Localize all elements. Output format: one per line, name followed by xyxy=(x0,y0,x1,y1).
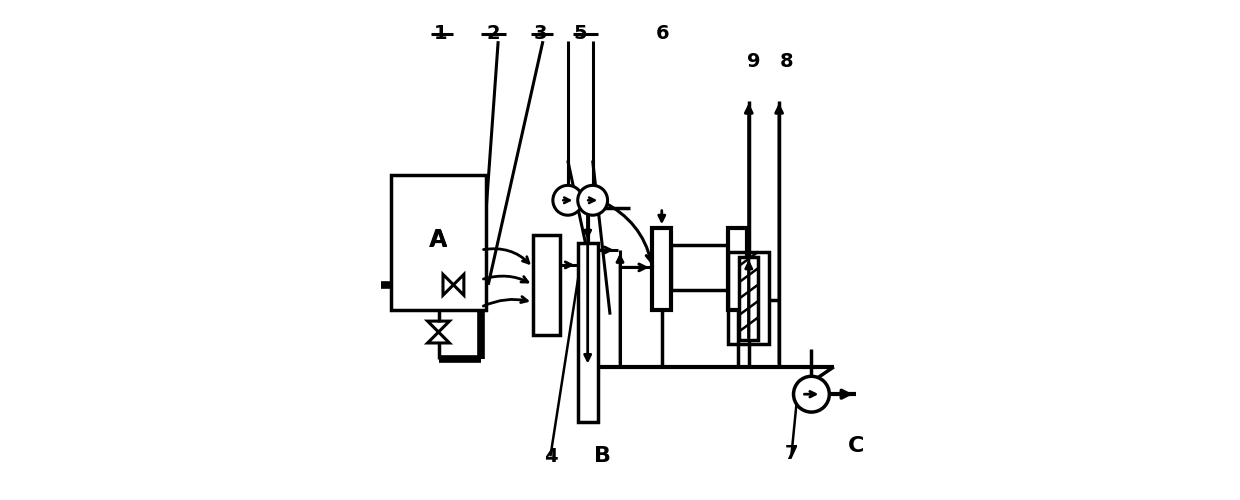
Bar xyxy=(671,245,728,290)
Text: 3: 3 xyxy=(533,24,547,43)
Bar xyxy=(739,258,758,340)
Bar xyxy=(728,228,748,310)
Text: 1: 1 xyxy=(434,24,448,43)
Text: B: B xyxy=(594,446,611,466)
Text: C: C xyxy=(848,436,864,456)
Circle shape xyxy=(553,186,583,215)
Circle shape xyxy=(578,186,608,215)
Bar xyxy=(533,235,560,334)
Bar xyxy=(652,228,671,310)
Bar xyxy=(392,176,486,310)
Text: 6: 6 xyxy=(656,24,670,43)
Text: 2: 2 xyxy=(486,24,500,43)
Bar xyxy=(578,242,598,422)
Text: 9: 9 xyxy=(748,52,761,70)
Text: 5: 5 xyxy=(573,24,587,43)
Text: A: A xyxy=(430,230,448,250)
Bar xyxy=(728,252,769,344)
Circle shape xyxy=(794,376,830,412)
Text: 8: 8 xyxy=(780,52,794,70)
Text: 4: 4 xyxy=(543,447,557,466)
Text: A: A xyxy=(429,228,448,252)
Text: 7: 7 xyxy=(785,444,799,464)
